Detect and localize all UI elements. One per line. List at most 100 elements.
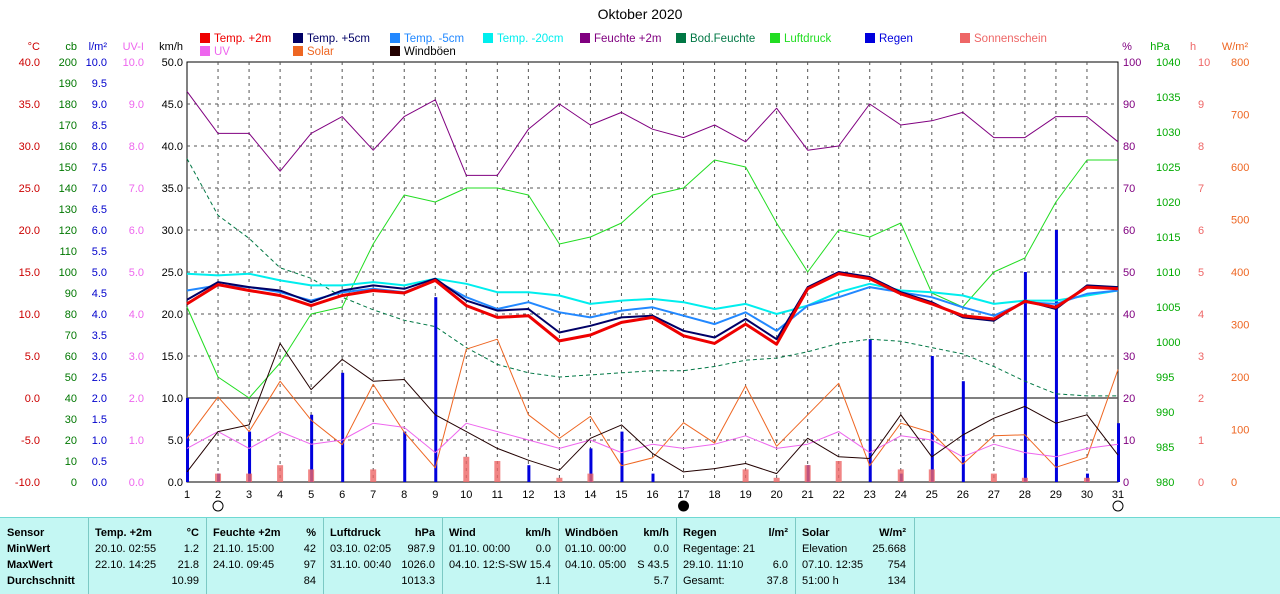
left-tick-label: 6.0: [129, 225, 144, 237]
left-tick-label: 30.0: [162, 225, 183, 237]
x-tick-label: 12: [522, 489, 534, 501]
summary-cell-value: 754: [887, 559, 906, 571]
summary-block-solar: Solar W/m² Elevation 25.668 07.10. 12:35 754 5…: [795, 518, 915, 594]
sunshine-bar: [773, 477, 780, 482]
x-tick-label: 15: [615, 489, 627, 501]
left-tick-label: 4.0: [129, 309, 144, 321]
x-tick-label: 25: [926, 489, 938, 501]
x-tick-label: 9: [432, 489, 438, 501]
left-tick-label: 0.0: [25, 393, 40, 405]
right-tick-label: 7: [1198, 183, 1204, 195]
sunshine-bar: [370, 469, 377, 482]
left-axis-unit: UV-I: [123, 41, 144, 53]
summary-header-label: Solar: [802, 527, 830, 539]
legend-swatch: [580, 33, 590, 43]
left-tick-label: 1.5: [92, 414, 107, 426]
series-line-temp-5cm: [186, 279, 1119, 332]
x-tick-label: 7: [370, 489, 376, 501]
right-tick-label: 1000: [1156, 337, 1180, 349]
left-tick-label: 140: [59, 183, 77, 195]
legend-label: Regen: [879, 33, 913, 45]
summary-header-label: Regen: [683, 527, 717, 539]
minwert-label: MinWert: [7, 543, 51, 555]
left-tick-label: 25.0: [162, 267, 183, 279]
left-tick-label: 5.5: [92, 246, 107, 258]
left-axis-unit: °C: [28, 41, 40, 53]
x-tick-label: 18: [708, 489, 720, 501]
left-tick-label: 7.5: [92, 162, 107, 174]
right-tick-label: 1005: [1156, 302, 1180, 314]
legend-swatch: [293, 33, 303, 43]
right-tick-label: 400: [1231, 267, 1249, 279]
summary-cell-value: 1013.3: [401, 575, 435, 587]
right-tick-label: 90: [1123, 99, 1135, 111]
left-tick-label: -5.0: [21, 435, 40, 447]
summary-cell-label: 21.10. 15:00: [213, 543, 275, 555]
rain-bar: [527, 465, 531, 482]
x-tick-label: 16: [646, 489, 658, 501]
left-tick-label: 6.5: [92, 204, 107, 216]
left-tick-label: 2.0: [92, 393, 107, 405]
left-tick-label: 40.0: [19, 57, 40, 69]
legend-label: Luftdruck: [784, 33, 832, 45]
right-tick-label: 30: [1123, 351, 1135, 363]
x-tick-label: 17: [677, 489, 689, 501]
left-tick-label: 3.0: [129, 351, 144, 363]
summary-row-labels: Sensor MinWert MaxWert Durchschnitt: [0, 518, 88, 594]
moon-phase-new-icon: [678, 500, 690, 512]
right-tick-label: 980: [1156, 477, 1174, 489]
left-tick-label: 8.0: [129, 141, 144, 153]
right-tick-label: 700: [1231, 110, 1249, 122]
x-tick-label: 24: [895, 489, 907, 501]
right-tick-label: 985: [1156, 442, 1174, 454]
right-axis-unit: W/m²: [1222, 41, 1249, 53]
left-tick-label: 200: [59, 57, 77, 69]
x-tick-label: 4: [277, 489, 283, 501]
left-axis-unit: cb: [65, 41, 77, 53]
summary-cell-label: 04.10. 05:00: [565, 559, 627, 571]
x-tick-label: 6: [339, 489, 345, 501]
rain-bar: [1117, 423, 1120, 482]
left-tick-label: 5.0: [92, 267, 107, 279]
right-tick-label: 600: [1231, 162, 1249, 174]
left-tick-label: 8.0: [92, 141, 107, 153]
left-tick-label: 35.0: [162, 183, 183, 195]
left-tick-label: 6.0: [92, 225, 107, 237]
x-tick-label: 10: [460, 489, 472, 501]
x-tick-label: 5: [308, 489, 314, 501]
summary-cell-label: 01.10. 00:00: [565, 543, 627, 555]
series-line-temp-20cm: [186, 272, 1119, 315]
right-tick-label: 1040: [1156, 57, 1180, 69]
legend-label: Bod.Feuchte: [690, 33, 755, 45]
left-tick-label: 20.0: [19, 225, 40, 237]
summary-block-feuchte: Feuchte +2m% 21.10. 15:00 42 24.10. 09:45 97…: [206, 518, 324, 594]
sunshine-bar: [463, 456, 470, 482]
sunshine-bar: [277, 465, 284, 482]
sunshine-bar: [1083, 477, 1090, 482]
summary-cell-value: 1.1: [535, 575, 551, 587]
right-tick-label: 1015: [1156, 232, 1180, 244]
left-tick-label: 3.5: [92, 330, 107, 342]
left-tick-label: 170: [59, 120, 77, 132]
right-tick-label: 70: [1123, 183, 1135, 195]
x-tick-label: 2: [215, 489, 221, 501]
summary-cell-label: 04.10. 12:S-SW: [449, 559, 527, 571]
right-tick-label: 990: [1156, 407, 1174, 419]
legend-swatch: [200, 33, 210, 43]
left-tick-label: 20.0: [162, 309, 183, 321]
summary-cell-value: 987.9: [407, 543, 435, 555]
summary-cell-value: 15.4: [529, 559, 551, 571]
summary-header-label: Feuchte +2m: [213, 527, 281, 539]
left-tick-label: 25.0: [19, 183, 40, 195]
right-tick-label: 8: [1198, 141, 1204, 153]
sunshine-bar: [308, 469, 315, 482]
x-tick-label: 27: [988, 489, 1000, 501]
legend-label: UV: [214, 46, 230, 58]
rain-bar: [310, 414, 314, 482]
sunshine-bar: [897, 469, 904, 482]
right-tick-label: 1025: [1156, 162, 1180, 174]
right-tick-label: 60: [1123, 225, 1135, 237]
summary-cell-label: 29.10. 11:10: [683, 559, 744, 571]
summary-cell-value: 5.7: [653, 575, 669, 587]
left-tick-label: 10.0: [86, 57, 107, 69]
